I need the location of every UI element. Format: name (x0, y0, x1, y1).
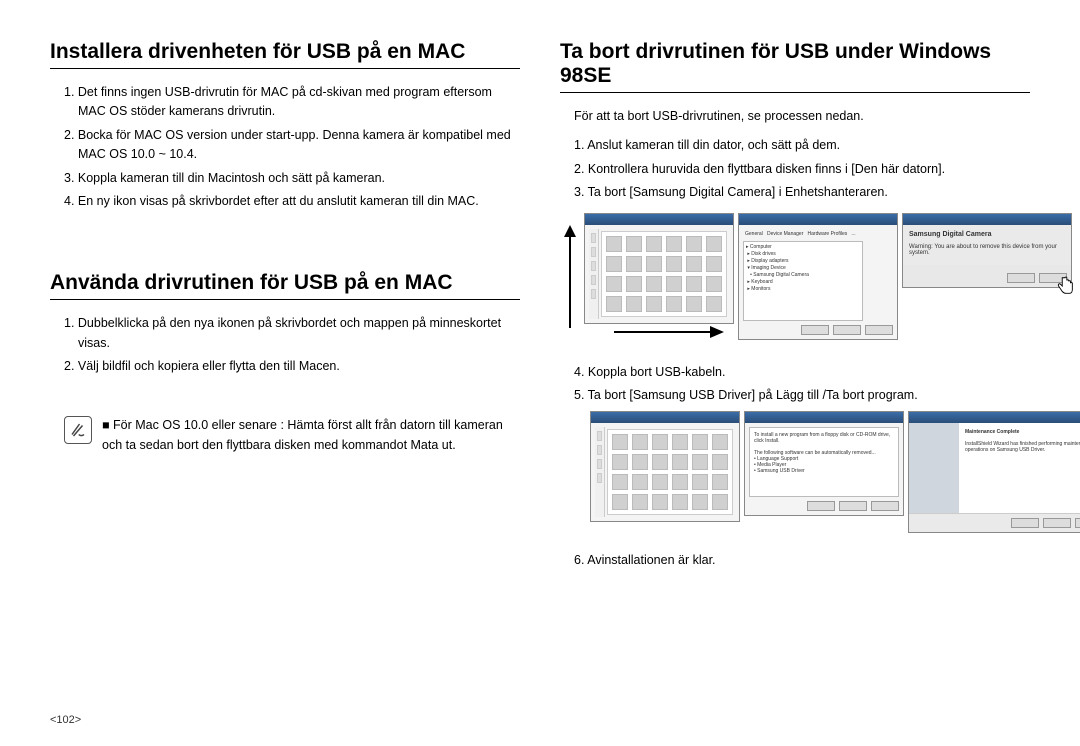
wizard-and-hand: Maintenance Complete InstallShield Wizar… (908, 411, 1080, 533)
control-panel-window-2 (590, 411, 740, 522)
body-remove-win98-b: 4. Koppla bort USB-kabeln. 5. Ta bort [S… (560, 363, 1030, 406)
list-item: 6. Avinstallationen är klar. (560, 551, 1030, 570)
intro-text: För att ta bort USB-drivrutinen, se proc… (560, 107, 1030, 126)
control-panel-window (584, 213, 734, 345)
body-install-mac: 1. Det finns ingen USB-drivrutin för MAC… (50, 83, 520, 211)
left-column: Installera drivenheten för USB på en MAC… (50, 40, 520, 575)
list-item: 1. Dubbelklicka på den nya ikonen på skr… (50, 314, 520, 353)
screenshot-group-2: To install a new program from a floppy d… (560, 411, 1030, 533)
list-item: 2. Bocka för MAC OS version under start-… (50, 126, 520, 165)
device-manager-stack: General Device Manager Hardware Profiles… (738, 213, 898, 340)
confirm-dialog-and-hand: Samsung Digital Camera Warning: You are … (902, 213, 1072, 288)
list-item: 3. Ta bort [Samsung Digital Camera] i En… (560, 183, 1030, 202)
screenshot-group-1: General Device Manager Hardware Profiles… (560, 213, 1030, 345)
list-item: 1. Det finns ingen USB-drivrutin för MAC… (50, 83, 520, 122)
dialog-device-name: Samsung Digital Camera (909, 231, 1065, 238)
list-item: 5. Ta bort [Samsung USB Driver] på Lägg … (560, 386, 1030, 405)
body-remove-win98: För att ta bort USB-drivrutinen, se proc… (560, 107, 1030, 203)
arrow-up (560, 213, 580, 343)
confirm-remove-dialog: Samsung Digital Camera Warning: You are … (902, 213, 1072, 288)
page-number: <102> (50, 714, 81, 726)
section-install-mac: Installera drivenheten för USB på en MAC… (50, 40, 520, 211)
section-use-mac: Använda drivrutinen för USB på en MAC 1.… (50, 271, 520, 455)
pointer-hand-icon (1054, 275, 1076, 302)
uninstall-wizard: Maintenance Complete InstallShield Wizar… (908, 411, 1080, 533)
arrow-right-icon (584, 324, 734, 340)
list-item: 3. Koppla kameran till din Macintosh och… (50, 169, 520, 188)
note-icon (64, 416, 92, 444)
list-item: 2. Kontrollera huruvida den flyttbara di… (560, 160, 1030, 179)
page: Installera drivenheten för USB på en MAC… (50, 40, 1030, 575)
info-note: ■ För Mac OS 10.0 eller senare : Hämta f… (50, 416, 520, 455)
add-remove-programs-window: To install a new program from a floppy d… (744, 411, 904, 516)
note-text: ■ För Mac OS 10.0 eller senare : Hämta f… (102, 416, 520, 455)
list-item: 2. Välj bildfil och kopiera eller flytta… (50, 357, 520, 376)
dialog-warning-text: Warning: You are about to remove this de… (909, 244, 1065, 256)
heading-remove-win98: Ta bort drivrutinen för USB under Window… (560, 40, 1030, 93)
right-column: Ta bort drivrutinen för USB under Window… (560, 40, 1030, 575)
body-use-mac: 1. Dubbelklicka på den nya ikonen på skr… (50, 314, 520, 376)
heading-use-mac: Använda drivrutinen för USB på en MAC (50, 271, 520, 300)
note-content: För Mac OS 10.0 eller senare : Hämta för… (102, 418, 503, 451)
list-item: 1. Anslut kameran till din dator, och sä… (560, 136, 1030, 155)
heading-install-mac: Installera drivenheten för USB på en MAC (50, 40, 520, 69)
list-item: 4. Koppla bort USB-kabeln. (560, 363, 1030, 382)
list-item: 4. En ny ikon visas på skrivbordet efter… (50, 192, 520, 211)
body-remove-win98-c: 6. Avinstallationen är klar. (560, 551, 1030, 570)
